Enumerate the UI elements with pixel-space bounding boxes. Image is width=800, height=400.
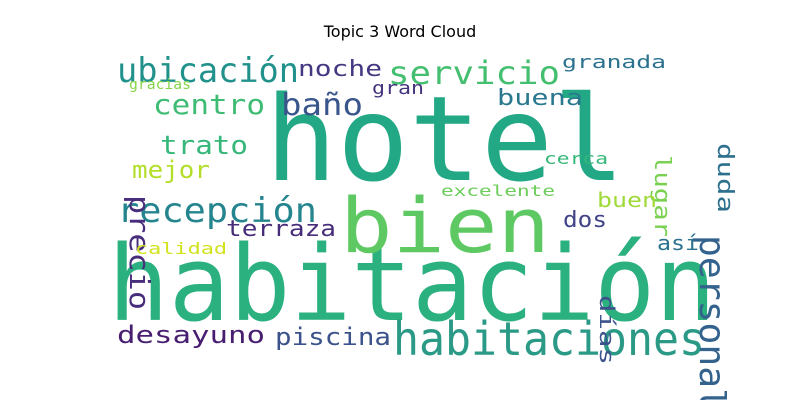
word-excelente: excelente <box>441 182 555 200</box>
chart-title: Topic 3 Word Cloud <box>323 22 477 41</box>
word-centro: centro <box>153 88 265 121</box>
word-cerca: cerca <box>544 149 608 168</box>
word-precio: precio <box>123 195 156 310</box>
word-noche: noche <box>298 57 382 82</box>
word-buena: buena <box>497 86 583 111</box>
word-habitación: habitación <box>108 223 716 345</box>
word-bien: bien <box>340 181 550 270</box>
word-personal: personal <box>691 235 732 400</box>
word-hotel: hotel <box>265 70 625 208</box>
word-calidad: calidad <box>135 239 227 258</box>
word-granada: granada <box>562 52 666 73</box>
word-piscina: piscina <box>275 323 391 351</box>
word-ubicación: ubicación <box>117 51 299 91</box>
word-gran: gran <box>372 78 424 99</box>
word-desayuno: desayuno <box>117 321 265 349</box>
word-habitaciones: habitaciones <box>393 312 705 366</box>
word-lugar: lugar <box>649 155 674 237</box>
word-servicio: servicio <box>388 54 560 92</box>
word-dos: dos <box>563 208 607 233</box>
word-baño: baño <box>281 88 363 123</box>
word-mejor: mejor <box>132 156 210 184</box>
word-así: así <box>657 231 699 255</box>
word-gracias: gracias <box>129 77 191 93</box>
word-duda: duda <box>712 143 737 213</box>
word-recepción: recepción <box>117 191 317 231</box>
word-días: días <box>595 295 619 365</box>
word-trato: trato <box>160 131 248 161</box>
word-terraza: terraza <box>226 217 336 242</box>
word-buen: buen <box>597 188 657 212</box>
